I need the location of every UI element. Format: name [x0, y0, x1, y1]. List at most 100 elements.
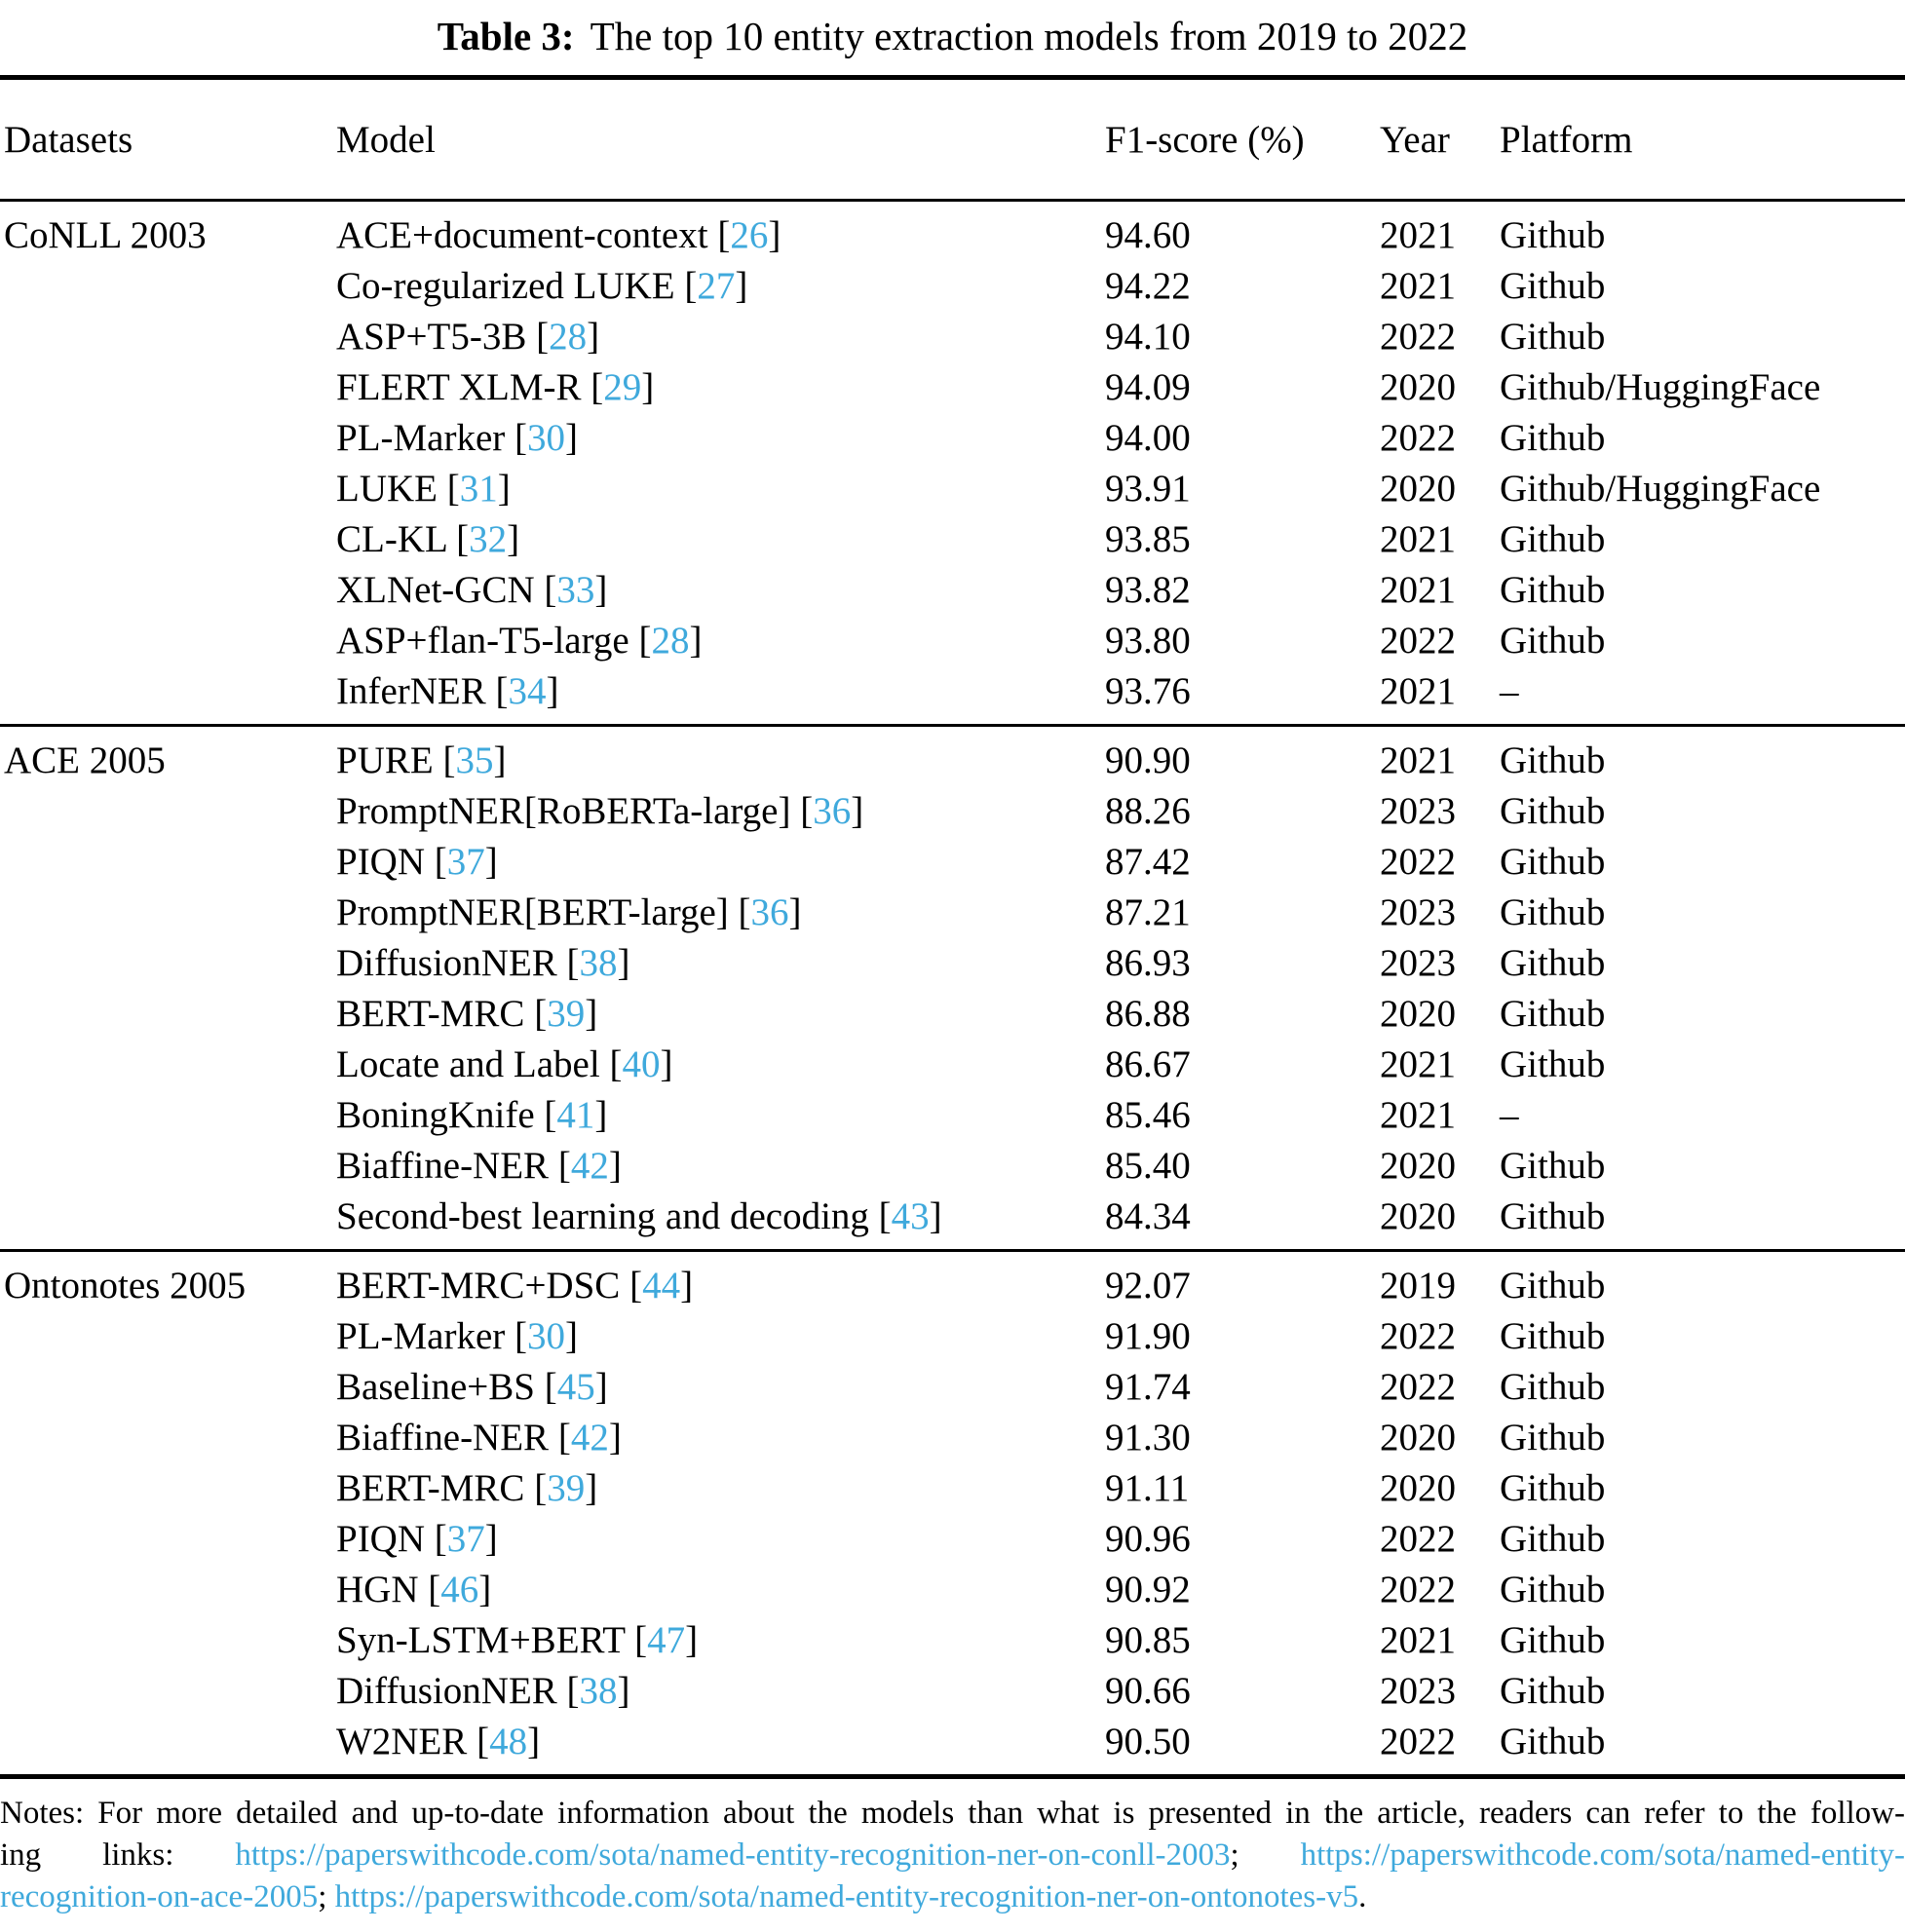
citation-link[interactable]: 28 [549, 315, 588, 358]
year-cell: 2022 [1380, 416, 1456, 459]
dataset-cell [0, 1665, 332, 1716]
citation-link[interactable]: 43 [891, 1194, 930, 1237]
table-title-label: Table 3: [437, 14, 575, 58]
f1-score-cell: 90.66 [1105, 1669, 1191, 1712]
f1-score-cell: 86.88 [1105, 992, 1191, 1035]
citation-link[interactable]: 26 [730, 213, 769, 256]
model-cell: Locate and Label [40] [336, 1042, 673, 1085]
f1-score-cell: 87.42 [1105, 840, 1191, 883]
model-cell: PURE [35] [336, 739, 507, 781]
model-name: PL-Marker [336, 416, 506, 459]
table-row: DiffusionNER [38] 86.93 2023 Github [0, 937, 1905, 988]
model-cell: Co-regularized LUKE [27] [336, 264, 748, 307]
model-cell: CL-KL [32] [336, 517, 520, 560]
f1-score-cell: 93.80 [1105, 619, 1191, 662]
f1-score-cell: 90.90 [1105, 739, 1191, 781]
citation-link[interactable]: 44 [642, 1264, 681, 1307]
citation-link[interactable]: 45 [556, 1365, 595, 1408]
citation-link[interactable]: 30 [527, 1314, 566, 1357]
citation-link[interactable]: 38 [579, 1669, 618, 1712]
citation-link[interactable]: 42 [570, 1144, 609, 1187]
citation-link[interactable]: 48 [489, 1720, 528, 1762]
model-cell: DiffusionNER [38] [336, 941, 630, 984]
citation-link[interactable]: 37 [446, 840, 485, 883]
model-name: ACE+document-context [336, 213, 708, 256]
platform-cell: Github/HuggingFace [1500, 467, 1821, 510]
model-name: BoningKnife [336, 1093, 535, 1136]
citation-link[interactable]: 36 [750, 890, 789, 933]
model-cell: LUKE [31] [336, 467, 511, 510]
model-cell: DiffusionNER [38] [336, 1669, 630, 1712]
table-title-text: The top 10 entity extraction models from… [590, 14, 1468, 58]
citation-link[interactable]: 35 [455, 739, 494, 781]
platform-cell: Github [1500, 1194, 1606, 1237]
year-cell: 2020 [1380, 992, 1456, 1035]
table-row: PL-Marker [30] 91.90 2022 Github [0, 1310, 1905, 1361]
dataset-cell [0, 1310, 332, 1361]
dataset-cell [0, 1039, 332, 1089]
citation-link[interactable]: 34 [508, 669, 547, 712]
citation-link[interactable]: 32 [469, 517, 508, 560]
year-cell: 2021 [1380, 568, 1456, 611]
citation-link[interactable]: 27 [697, 264, 736, 307]
model-name: Syn-LSTM+BERT [336, 1618, 626, 1661]
dataset-cell [0, 513, 332, 564]
notes-link-ontonotes-v5[interactable]: https://paperswithcode.com/sota/named-en… [334, 1879, 1359, 1914]
citation-link[interactable]: 39 [547, 1466, 586, 1509]
citation-link[interactable]: 42 [570, 1416, 609, 1458]
year-cell: 2022 [1380, 1568, 1456, 1610]
model-name: ASP+flan-T5-large [336, 619, 629, 662]
model-name: ASP+T5-3B [336, 315, 527, 358]
year-cell: 2021 [1380, 1093, 1456, 1136]
notes-link-conll-2003[interactable]: https://paperswithcode.com/sota/named-en… [235, 1837, 1231, 1873]
table-row: FLERT XLM-R [29] 94.09 2020 Github/HuggingF… [0, 361, 1905, 412]
citation-link[interactable]: 28 [651, 619, 690, 662]
dataset-cell: Ontonotes 2005 [4, 1264, 247, 1307]
citation-link[interactable]: 37 [446, 1517, 485, 1560]
citation-link[interactable]: 40 [622, 1042, 661, 1085]
f1-score-cell: 84.34 [1105, 1194, 1191, 1237]
dataset-cell [0, 1614, 332, 1665]
model-cell: PIQN [37] [336, 840, 498, 883]
dataset-cell [0, 361, 332, 412]
f1-score-cell: 94.00 [1105, 416, 1191, 459]
model-name: BERT-MRC+DSC [336, 1264, 621, 1307]
citation-link[interactable]: 31 [459, 467, 498, 510]
table-row: LUKE [31] 93.91 2020 Github/HuggingFace [0, 463, 1905, 513]
table-row: BERT-MRC [39] 91.11 2020 Github [0, 1462, 1905, 1513]
model-cell: BoningKnife [41] [336, 1093, 608, 1136]
citation-link[interactable]: 39 [547, 992, 586, 1035]
f1-score-cell: 94.60 [1105, 213, 1191, 256]
citation-link[interactable]: 29 [603, 365, 642, 408]
notes-link-ace-2005[interactable]: recognition-on-ace-2005 [0, 1879, 319, 1914]
model-name: PromptNER[RoBERTa-large] [336, 789, 791, 832]
dataset-cell [0, 1089, 332, 1140]
platform-cell: Github [1500, 1264, 1606, 1307]
model-name: XLNet-GCN [336, 568, 535, 611]
platform-cell: Github [1500, 1144, 1606, 1187]
platform-cell: Github [1500, 1365, 1606, 1408]
f1-score-cell: 85.46 [1105, 1093, 1191, 1136]
notes-text: ; [318, 1879, 335, 1914]
model-name: LUKE [336, 467, 438, 510]
table-row: Second-best learning and decoding [43] 84… [0, 1191, 1905, 1251]
citation-link[interactable]: 30 [527, 416, 566, 459]
notes-link-ace-2005[interactable]: https://paperswithcode.com/sota/named-en… [1300, 1837, 1905, 1873]
year-cell: 2020 [1380, 1416, 1456, 1458]
f1-score-cell: 91.74 [1105, 1365, 1191, 1408]
citation-link[interactable]: 41 [556, 1093, 595, 1136]
dataset-cell [0, 1140, 332, 1191]
table-header: Datasets Model F1-score (%) Year Platfor… [0, 78, 1905, 201]
table-row: CoNLL 2003 ACE+document-context [26] 94.60… [0, 201, 1905, 261]
platform-cell: Github [1500, 1466, 1606, 1509]
column-header-datasets: Datasets [4, 118, 133, 161]
citation-link[interactable]: 38 [579, 941, 618, 984]
table-title: Table 3: The top 10 entity extraction mod… [0, 0, 1905, 60]
table-row: W2NER [48] 90.50 2022 Github [0, 1716, 1905, 1777]
citation-link[interactable]: 33 [556, 568, 595, 611]
citation-link[interactable]: 46 [440, 1568, 479, 1610]
citation-link[interactable]: 36 [813, 789, 852, 832]
platform-cell: Github [1500, 1669, 1606, 1712]
citation-link[interactable]: 47 [647, 1618, 686, 1661]
table-row: PromptNER[BERT-large] [36] 87.21 2023 Githu… [0, 887, 1905, 937]
